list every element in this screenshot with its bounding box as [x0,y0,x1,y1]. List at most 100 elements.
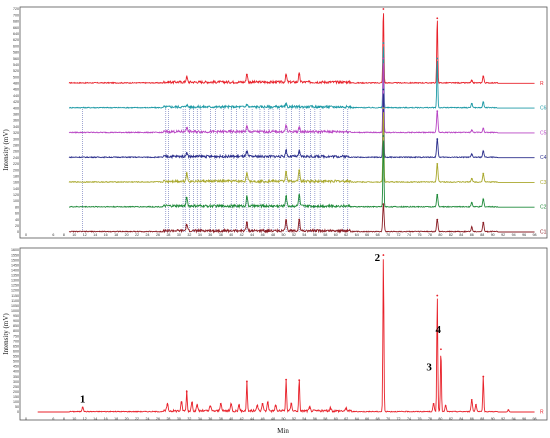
top-x-tick-label: 56 [313,233,317,237]
peak-label-1: 1 [80,393,86,405]
bottom-x-tick-label: 86 [470,417,474,421]
peak-marker [245,73,248,76]
bottom-y-tick-label: 1150 [11,294,19,298]
peak-marker [436,110,439,113]
top-x-tick-label: 60 [334,233,338,237]
bottom-x-tick-label: 42 [240,417,244,421]
bottom-x-tick-label: 56 [313,417,317,421]
bottom-x-tick-label: 58 [323,417,327,421]
bottom-x-tick-label: 84 [459,417,463,421]
peak-marker [285,220,288,223]
top-y-tick-label: 720 [13,7,19,11]
peak-marker [507,409,510,411]
peak-marker [436,294,439,297]
bottom-x-tick-label: 16 [104,417,108,421]
bottom-x-tick-label: 50 [282,417,286,421]
top-y-tick-label: 560 [13,57,19,61]
top-x-tick-label: 76 [417,233,421,237]
bottom-x-tick-label: 38 [219,417,223,421]
top-trace-labels: R C6 C5 C4 C3 C2 C1 [540,81,547,236]
bottom-x-tick-label: 10 [72,417,76,421]
bottom-x-tick-label: 74 [407,417,411,421]
trace-label-c5: C5 [540,130,547,136]
top-x-tick-label: 48 [271,233,275,237]
top-y-tick-label: 220 [13,162,19,166]
peak-marker [185,172,188,175]
top-x-tick-label: 64 [355,233,359,237]
top-x-tick-label: 72 [397,233,401,237]
peak-marker [382,42,385,44]
top-dashed-markers [82,108,349,232]
top-x-tick-label: 82 [449,233,453,237]
top-x-tick-label: 18 [114,233,118,237]
bottom-x-tick-label: 48 [271,417,275,421]
top-x-tick-label: 88 [480,233,484,237]
bottom-y-tick-label: 1500 [11,258,19,262]
peak-marker [285,74,288,77]
top-y-tick-label: 500 [13,75,19,79]
trace-c2 [69,140,535,209]
bottom-x-tick-label: 66 [365,417,369,421]
bottom-y-tick-label: 1300 [11,279,19,283]
top-y-tick-label: 60 [15,212,19,216]
peak-marker [290,403,293,405]
bottom-x-tick-label: 54 [302,417,306,421]
bottom-y-tick-label: 1000 [11,309,19,313]
peak-marker [185,76,188,79]
bottom-y-tick-label: 450 [13,365,19,369]
peak-marker [482,172,485,175]
bottom-x-tick-label: 6 [52,417,54,421]
bottom-x-tick-label: 82 [449,417,453,421]
peak-label-2: 2 [375,252,381,264]
peak-marker [285,378,288,381]
bottom-y-tick-label: 400 [13,370,19,374]
bottom-y-tick-label: 150 [13,395,19,399]
bottom-x-tick-label: 32 [187,417,191,421]
bottom-y-tick-label: 750 [13,334,19,338]
top-x-tick-label: 20 [125,233,129,237]
top-y-tick-label: 580 [13,51,19,55]
trace-label-c4: C4 [540,155,547,161]
peak-marker [444,405,447,407]
top-y-tick-label: 80 [15,205,19,209]
peak-marker [298,169,301,172]
trace-label-r: R [540,81,544,87]
peak-marker [274,405,277,407]
top-x-tick-label: 24 [146,233,150,237]
bottom-x-tick-label: 80 [438,417,442,421]
bottom-y-tick-label: 650 [13,344,19,348]
top-x-tick-label: 44 [250,233,254,237]
peak-marker [285,104,288,106]
peak-marker [308,407,311,409]
bottom-y-tick-label: 1400 [11,268,19,272]
peak-marker [382,254,385,256]
top-plot-frame [19,6,548,239]
peak-marker [245,151,248,153]
peak-marker [436,138,439,140]
peak-marker [185,197,188,199]
peak-marker [470,398,473,401]
peak-marker [238,405,240,407]
peak-label-4: 4 [436,324,442,336]
bottom-y-tick-label: 200 [13,390,19,394]
peak-marker [196,405,199,407]
top-x-tick-label: 54 [302,233,306,237]
top-x-tick-label: 28 [166,233,170,237]
bottom-y-ticks: 0501001502002503003504004505005506006507… [11,248,19,414]
peak-marker [475,404,477,406]
peak-marker [470,129,473,132]
top-x-tick-label: 52 [292,233,296,237]
peak-marker [382,8,385,10]
bottom-x-tick-label: 12 [83,417,87,421]
bottom-y-tick-label: 100 [13,400,19,404]
peak-marker [266,401,269,404]
top-y-tick-label: 20 [15,224,19,228]
trace-label-c2: C2 [540,205,547,211]
bottom-chart-panel: R 05010015020025030035040045050055060065… [2,247,548,435]
peak-marker [245,221,248,224]
bottom-x-tick-label: 96 [522,417,526,421]
peak-marker [256,405,259,407]
top-y-tick-label: 700 [13,13,19,17]
bottom-x-tick-label: 14 [93,417,97,421]
top-x-tick-label: 70 [386,233,390,237]
